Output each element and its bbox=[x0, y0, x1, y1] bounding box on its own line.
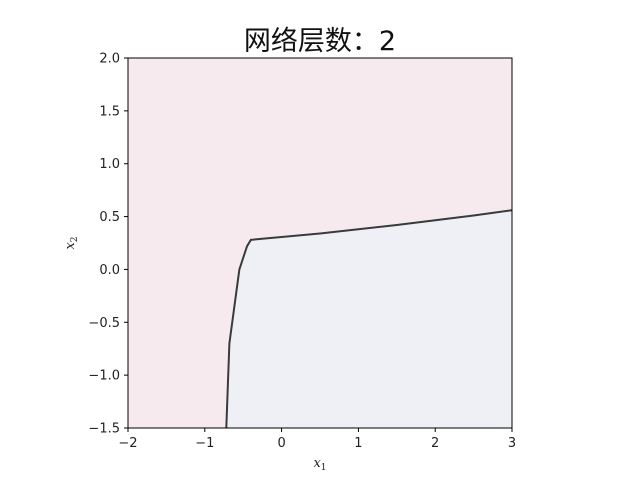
x-axis-ticks: −2 −1 0 1 2 3 bbox=[118, 428, 516, 451]
x-tick-label: 3 bbox=[508, 436, 516, 451]
x-tick-label: −1 bbox=[195, 436, 214, 451]
x-tick-label: 2 bbox=[431, 436, 439, 451]
y-tick-label: −1.0 bbox=[88, 369, 120, 384]
y-tick-label: 1.5 bbox=[99, 104, 120, 119]
y-tick-label: 2.0 bbox=[99, 52, 120, 67]
y-axis-ticks: −1.5 −1.0 −0.5 0.0 0.5 1.0 1.5 2.0 bbox=[88, 52, 128, 437]
y-tick-label: 0.0 bbox=[99, 263, 120, 278]
y-tick-label: 0.5 bbox=[99, 210, 120, 225]
y-tick-label: −1.5 bbox=[88, 422, 120, 437]
x-axis-label: x1 bbox=[313, 456, 326, 473]
x-tick-label: −2 bbox=[118, 436, 137, 451]
y-axis-label: x2 bbox=[63, 236, 80, 249]
y-tick-label: −0.5 bbox=[88, 316, 120, 331]
chart-title: 网络层数：2 bbox=[244, 26, 396, 57]
inner-class-region bbox=[226, 210, 513, 428]
plot-frame bbox=[127, 57, 513, 429]
decision-boundary-line bbox=[225, 209, 513, 429]
y-tick-label: 1.0 bbox=[99, 157, 120, 172]
x-tick-label: 0 bbox=[277, 436, 285, 451]
x-tick-label: 1 bbox=[354, 436, 362, 451]
